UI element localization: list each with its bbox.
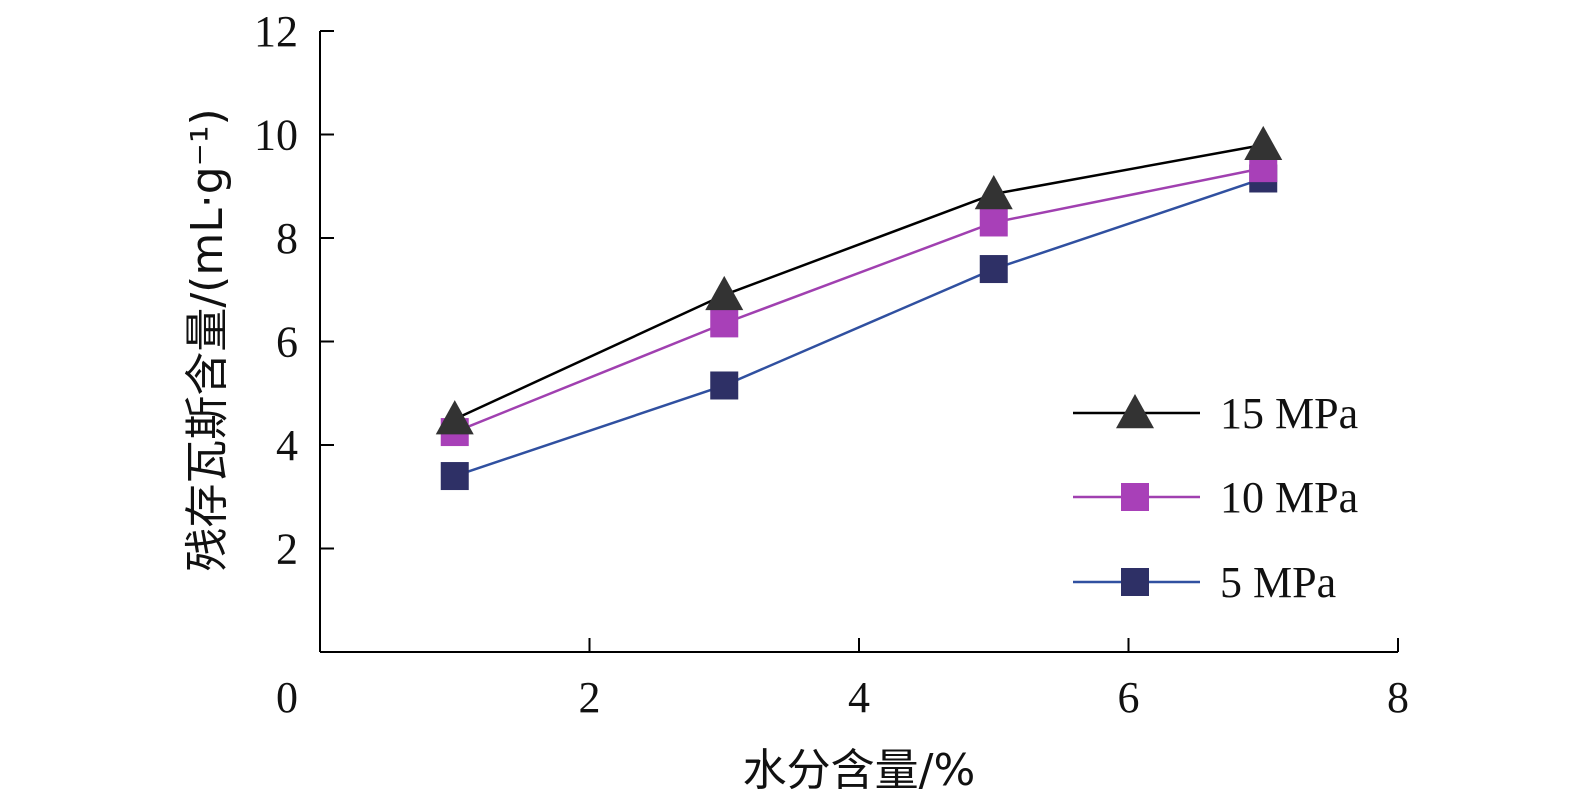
data-point [710, 371, 739, 400]
y-tick-label: 2 [276, 525, 298, 574]
legend-marker [1116, 394, 1154, 429]
x-tick-label: 6 [1118, 673, 1140, 722]
y-tick-label: 10 [254, 111, 298, 160]
legend-item-0: 15 MPa [1073, 389, 1358, 438]
legend-label: 5 MPa [1220, 558, 1336, 607]
series-1 [440, 154, 1278, 447]
data-point [974, 175, 1013, 210]
series-line [454, 177, 1264, 478]
legend-label: 15 MPa [1220, 389, 1358, 438]
y-ticks: 2 4 6 8 10 12 [254, 7, 334, 574]
series-2 [440, 164, 1278, 491]
legend-label: 10 MPa [1220, 473, 1358, 522]
data-point [1244, 125, 1283, 161]
legend-marker [1121, 568, 1149, 596]
y-tick-label: 8 [276, 214, 298, 263]
y-axis-title: 残存瓦斯含量/(mL·g⁻¹) [182, 108, 233, 571]
x-tick-label: 8 [1387, 673, 1409, 722]
data-point [440, 462, 469, 491]
legend-marker [1121, 483, 1149, 511]
data-point [979, 255, 1008, 284]
y-tick-label: 12 [254, 7, 298, 56]
data-point [705, 275, 744, 311]
series-0 [435, 125, 1283, 435]
x-tick-label: 0 [276, 673, 298, 722]
x-ticks: 0 2 4 6 8 [276, 638, 1409, 722]
data-point [979, 208, 1008, 237]
x-tick-label: 4 [848, 673, 870, 722]
x-tick-label: 2 [579, 673, 601, 722]
series-line [454, 143, 1264, 421]
data-point [435, 400, 474, 435]
x-axis-title: 水分含量/% [743, 745, 976, 796]
data-point [710, 309, 739, 338]
y-tick-label: 4 [276, 421, 298, 470]
series-line [454, 166, 1264, 434]
legend-item-2: 5 MPa [1073, 558, 1336, 607]
y-tick-label: 6 [276, 318, 298, 367]
legend: 15 MPa 10 MPa 5 MPa [1073, 389, 1358, 607]
series-layer [435, 125, 1283, 491]
legend-item-1: 10 MPa [1073, 473, 1358, 522]
